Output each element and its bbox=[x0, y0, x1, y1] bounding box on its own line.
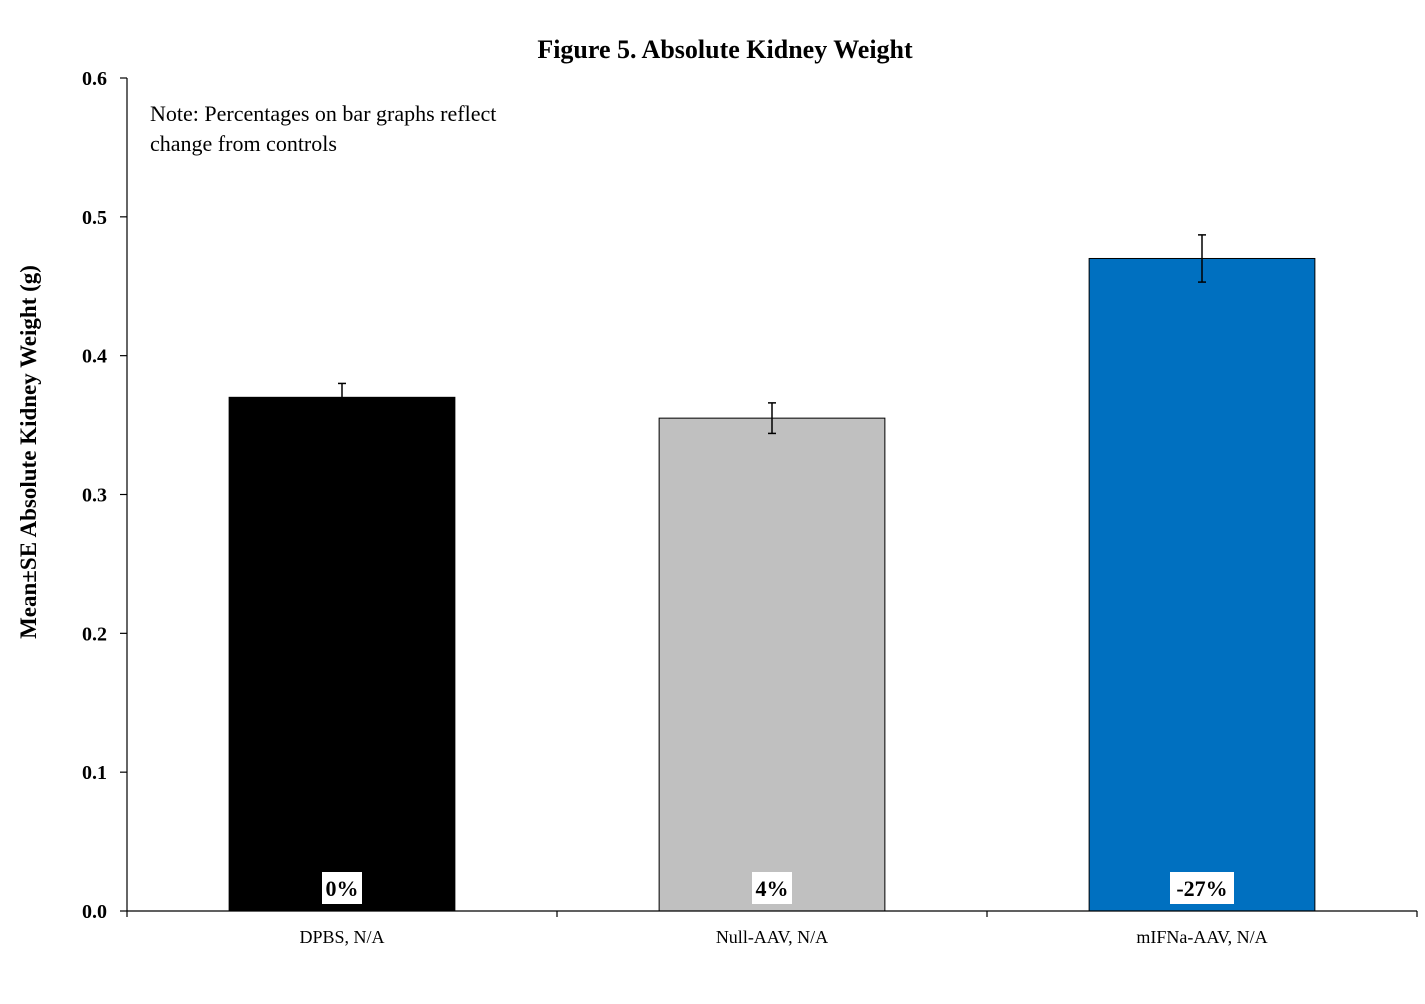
x-tick-label-2: Null-AAV, N/A bbox=[716, 927, 828, 947]
note-line-2: change from controls bbox=[150, 131, 337, 156]
y-tick-label-3: 0.3 bbox=[82, 485, 107, 507]
y-tick-label-0: 0.0 bbox=[82, 901, 107, 923]
x-tick-label-1: DPBS, N/A bbox=[299, 927, 384, 947]
y-tick-label-5: 0.5 bbox=[82, 207, 107, 229]
y-tick-label-6: 0.6 bbox=[82, 68, 107, 90]
pct-label-3: -27% bbox=[1176, 876, 1227, 901]
y-axis: 0.0 0.1 0.2 0.3 0.4 0.5 0.6 bbox=[82, 68, 128, 923]
pct-label-1: 0% bbox=[326, 876, 359, 901]
pct-label-box-3 bbox=[1170, 872, 1234, 904]
pct-label-box-2 bbox=[752, 872, 792, 904]
chart-title: Figure 5. Absolute Kidney Weight bbox=[537, 35, 913, 64]
x-tick-label-3: mIFNa-AAV, N/A bbox=[1136, 927, 1267, 947]
bar-3 bbox=[1088, 257, 1316, 912]
bar-2 bbox=[658, 417, 886, 912]
bar-1 bbox=[228, 396, 456, 912]
y-tick-label-1: 0.1 bbox=[82, 762, 107, 784]
pct-label-2: 4% bbox=[756, 876, 789, 901]
bars-group: 0% 4% -27% bbox=[228, 234, 1316, 912]
y-axis-label: Mean±SE Absolute Kidney Weight (g) bbox=[16, 265, 41, 639]
pct-label-box-1 bbox=[322, 872, 362, 904]
note-line-1: Note: Percentages on bar graphs reflect bbox=[150, 101, 496, 126]
y-tick-label-4: 0.4 bbox=[82, 346, 107, 368]
chart-note: Note: Percentages on bar graphs reflect … bbox=[150, 101, 496, 156]
y-tick-label-2: 0.2 bbox=[82, 623, 107, 645]
x-axis: DPBS, N/A Null-AAV, N/A mIFNa-AAV, N/A bbox=[126, 910, 1418, 947]
